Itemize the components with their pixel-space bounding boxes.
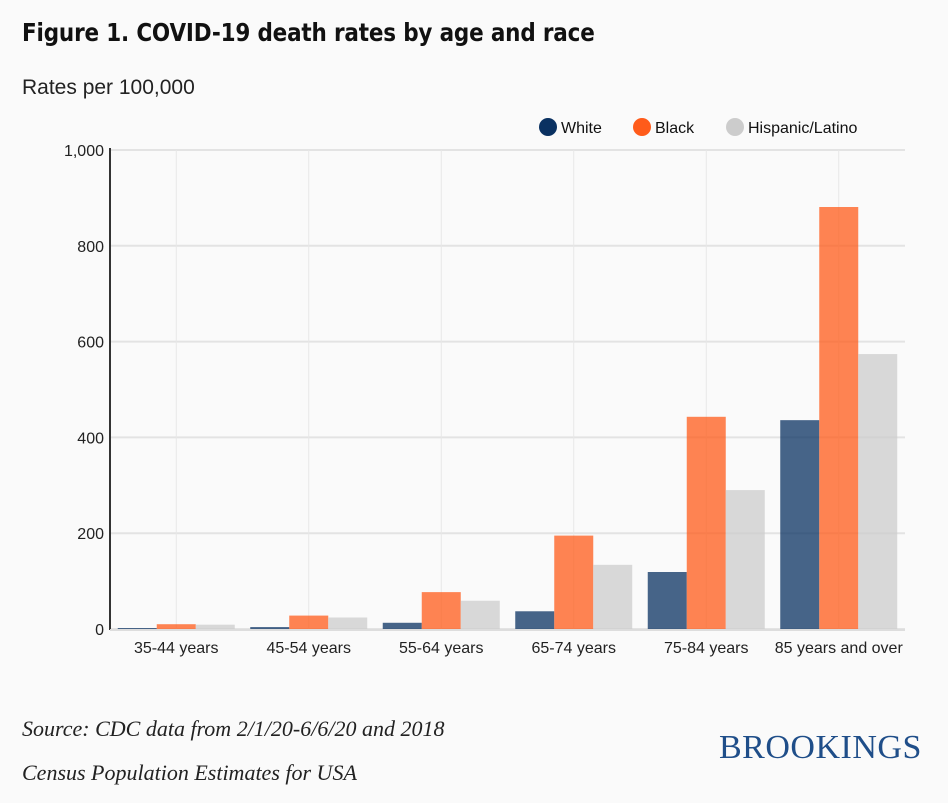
bar-hispanic-latino [195, 624, 235, 629]
bar-white [117, 628, 157, 629]
legend-label: Black [655, 120, 695, 137]
bar-hispanic-latino [725, 490, 765, 629]
y-axis-label: Rates per 100,000 [22, 76, 195, 99]
y-tick-label: 200 [77, 526, 104, 543]
bar-white [647, 571, 687, 629]
x-tick-label: 35-44 years [134, 640, 219, 657]
x-tick-label: 75-84 years [664, 640, 749, 657]
y-tick-label: 1,000 [64, 143, 104, 160]
bar-black [554, 535, 594, 629]
legend-marker-white [539, 118, 557, 136]
bar-white [382, 622, 422, 629]
x-tick-label: 55-64 years [399, 640, 484, 657]
bar-white [250, 627, 290, 629]
bar-chart: 0 200 400 600 800 1,000 35-44 years 45-54 years… [64, 118, 905, 657]
bar-black [421, 592, 461, 629]
y-tick-label: 600 [77, 335, 104, 352]
legend-marker-hispanic-latino [726, 118, 744, 136]
bar-white [515, 611, 555, 629]
legend-label: Hispanic/Latino [748, 120, 858, 137]
y-tick-label: 0 [95, 622, 104, 639]
y-tick-label: 800 [77, 239, 104, 256]
x-tick-label: 65-74 years [532, 640, 617, 657]
bar-hispanic-latino [858, 354, 898, 629]
bar-black [156, 624, 196, 629]
bar-black [686, 416, 726, 629]
source-line-1: Source: CDC data from 2/1/20-6/6/20 and … [22, 716, 445, 741]
bar-black [819, 207, 859, 629]
legend-marker-black [633, 118, 651, 136]
bar-white [780, 420, 820, 629]
bar-hispanic-latino [460, 600, 500, 629]
y-tick-label: 400 [77, 430, 104, 447]
brookings-logo: BROOKINGS [719, 729, 922, 766]
bar-black [289, 615, 329, 629]
x-tick-label: 85 years and over [775, 640, 904, 657]
bar-hispanic-latino [593, 564, 633, 629]
x-tick-label: 45-54 years [267, 640, 352, 657]
bar-hispanic-latino [328, 617, 368, 629]
source-line-2: Census Population Estimates for USA [22, 760, 357, 785]
chart-title: Figure 1. COVID-19 death rates by age an… [22, 18, 595, 47]
legend-label: White [561, 120, 602, 137]
